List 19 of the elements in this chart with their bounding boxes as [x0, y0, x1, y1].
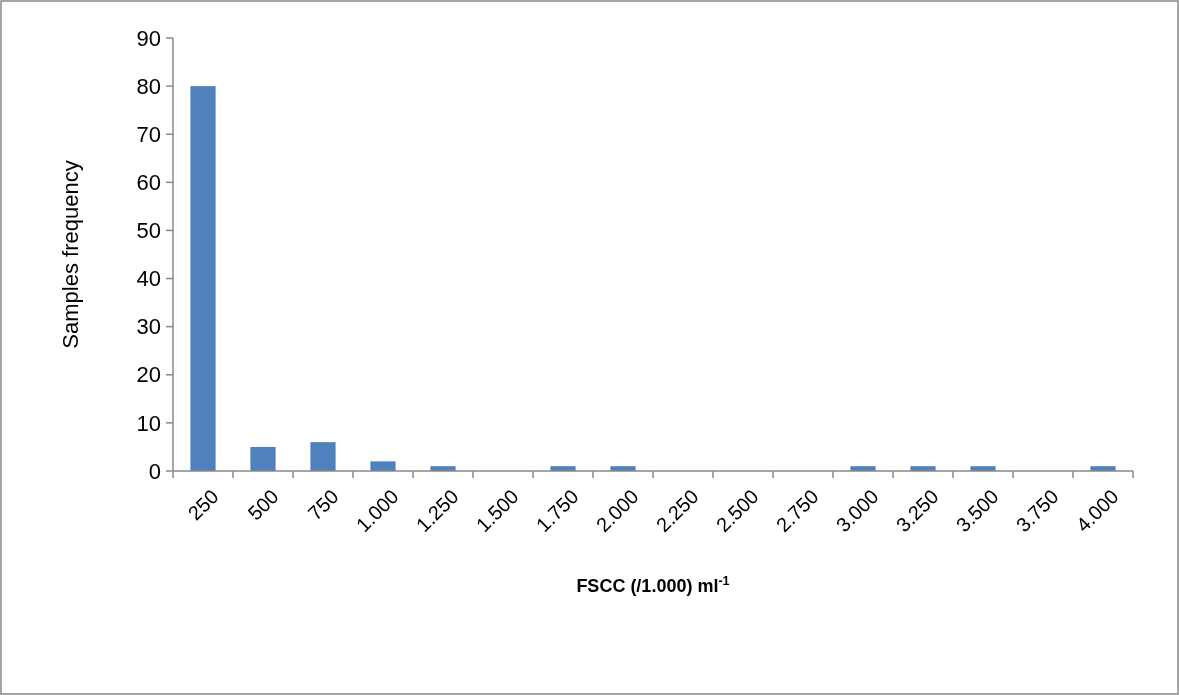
- y-tick-label: 10: [136, 410, 161, 436]
- y-tick-label: 20: [136, 362, 161, 388]
- bar: [250, 446, 276, 471]
- y-tick-label: 70: [136, 121, 161, 147]
- bar: [190, 86, 216, 471]
- x-tick-label: 500: [243, 485, 283, 525]
- x-tick-label: 250: [183, 485, 223, 525]
- x-axis-title: FSCC (/1.000) ml$^{-1}$: [576, 574, 730, 596]
- y-tick-label: 40: [136, 266, 161, 292]
- bar: [310, 442, 336, 471]
- x-tick-label: 750: [303, 485, 343, 525]
- y-axis-title: Samples frequency: [58, 160, 83, 349]
- y-tick-label: 0: [148, 458, 161, 484]
- y-tick-label: 90: [136, 25, 161, 51]
- y-tick-label: 30: [136, 314, 161, 340]
- y-tick-label: 50: [136, 218, 161, 244]
- y-tick-label: 80: [136, 73, 161, 99]
- y-tick-label: 60: [136, 170, 161, 196]
- bar: [370, 461, 396, 471]
